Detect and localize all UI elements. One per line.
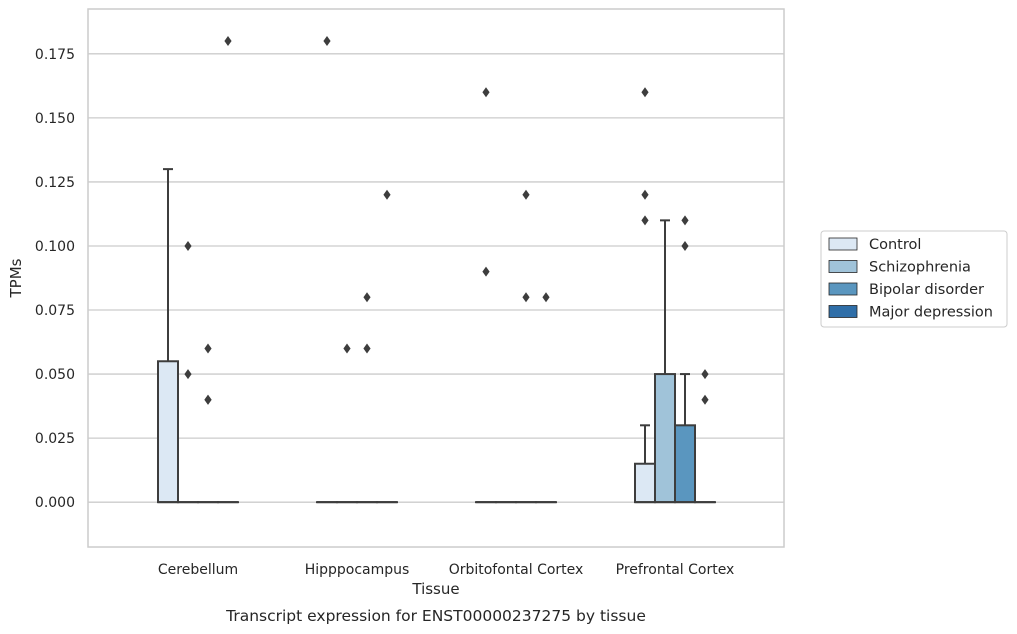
legend-label: Bipolar disorder xyxy=(869,282,984,298)
outlier-point xyxy=(681,240,689,251)
legend-label: Major depression xyxy=(869,305,993,321)
box-body xyxy=(674,424,696,504)
box-control xyxy=(157,168,179,504)
box-bipolar-disorder xyxy=(356,292,378,504)
y-tick-label: 0.050 xyxy=(35,367,75,383)
outlier-point xyxy=(701,394,709,405)
y-tick-label: 0.075 xyxy=(35,303,75,319)
y-tick-label: 0.150 xyxy=(35,111,75,127)
outlier-point xyxy=(224,36,232,47)
outlier-point xyxy=(383,189,391,200)
x-axis-label: Tissue xyxy=(411,580,459,598)
y-tick-label: 0.125 xyxy=(35,175,75,191)
box-body xyxy=(157,360,179,504)
outlier-point xyxy=(701,369,709,380)
x-tick-label: Prefrontal Cortex xyxy=(616,562,735,578)
y-axis-label: TPMs xyxy=(7,258,25,298)
box-bipolar-disorder xyxy=(674,215,696,504)
outlier-point xyxy=(323,36,331,47)
outlier-point xyxy=(641,215,649,226)
outlier-point xyxy=(542,292,550,303)
outlier-point xyxy=(363,292,371,303)
outlier-point xyxy=(204,343,212,354)
outlier-point xyxy=(184,369,192,380)
chart-caption: Transcript expression for ENST0000023727… xyxy=(225,607,646,625)
outlier-point xyxy=(522,292,530,303)
outlier-point xyxy=(522,189,530,200)
box-control xyxy=(634,87,656,504)
y-tick-label: 0.000 xyxy=(35,495,75,511)
y-axis-ticks: 0.000 0.025 0.050 0.075 0.100 0.125 0.150 0.175 xyxy=(35,47,75,511)
box-body xyxy=(654,373,676,504)
x-axis-ticks: Cerebellum Hipppocampus Orbitofontal Corte… xyxy=(158,562,734,578)
y-tick-label: 0.175 xyxy=(35,47,75,63)
outlier-point xyxy=(681,215,689,226)
x-tick-label: Hipppocampus xyxy=(305,562,410,578)
plot-frame xyxy=(87,8,785,548)
outlier-point xyxy=(204,394,212,405)
x-tick-label: Orbitofontal Cortex xyxy=(449,562,584,578)
box-major-depression xyxy=(376,189,398,504)
legend-swatch xyxy=(828,305,858,318)
legend-label: Control xyxy=(869,237,921,253)
y-tick-label: 0.100 xyxy=(35,239,75,255)
x-tick-label: Cerebellum xyxy=(158,562,238,578)
box-major-depression xyxy=(694,369,716,504)
legend-swatch xyxy=(828,260,858,273)
legend: Control Schizophrenia Bipolar disorder Majo… xyxy=(820,230,1008,328)
outlier-point xyxy=(641,87,649,98)
outlier-point xyxy=(482,266,490,277)
box-major-depression xyxy=(217,36,239,504)
y-tick-label: 0.025 xyxy=(35,431,75,447)
outlier-point xyxy=(482,87,490,98)
legend-swatch xyxy=(828,282,858,296)
legend-label: Schizophrenia xyxy=(869,260,971,276)
box-plot-marks xyxy=(157,36,716,504)
outlier-point xyxy=(184,240,192,251)
box-bipolar-disorder xyxy=(197,343,219,504)
outlier-point xyxy=(363,343,371,354)
box-control xyxy=(475,87,497,504)
box-major-depression xyxy=(535,292,557,504)
box-body xyxy=(634,462,656,504)
outlier-point xyxy=(641,189,649,200)
outlier-point xyxy=(343,343,351,354)
legend-swatch xyxy=(828,237,858,251)
legend-frame xyxy=(820,230,1008,328)
